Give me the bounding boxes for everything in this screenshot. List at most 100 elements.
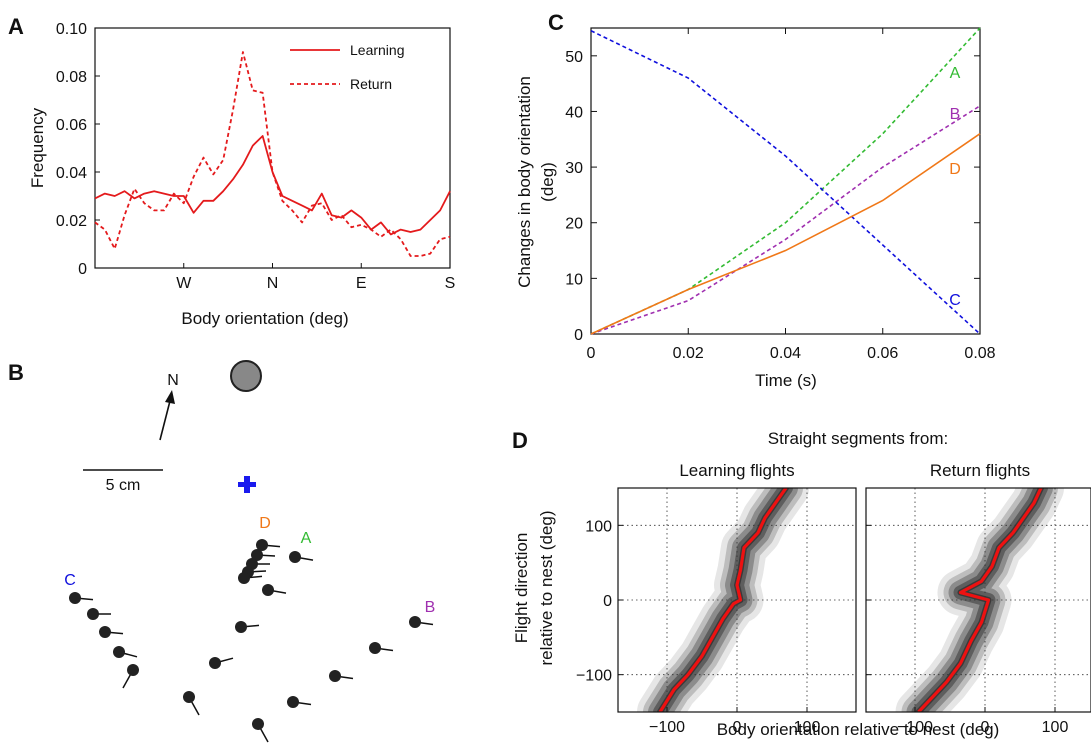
north-arrow-head-icon [165,390,175,404]
bee-position [209,657,221,669]
nest-cross-icon [238,476,256,493]
subplot-return: −100 0 100 [865,487,1091,736]
series-label-a: A [950,65,961,82]
x-tick-label: 0 [981,719,990,736]
panel-a-y-ticks: 0 0.02 0.04 0.06 0.08 0.10 [56,21,100,278]
series-label-c: C [949,292,961,309]
y-tick-label: 0.06 [56,117,87,134]
panel-c-x-ticks: 0 0.02 0.04 0.06 0.08 [587,28,996,362]
bee-position [369,642,381,654]
panel-b-label: B [8,360,24,385]
bee-position [235,621,247,633]
y-tick-label: 100 [585,518,612,535]
north-arrow [159,396,172,441]
bee-position [69,592,81,604]
contour-group [618,488,856,712]
panel-a-ylabel: Frequency [28,107,47,188]
bee-position [409,616,421,628]
x-tick-label: −100 [649,719,685,736]
bee-position [113,646,125,658]
panel-b-trajectories [69,539,434,743]
y-tick-label: 10 [565,271,583,288]
y-tick-label: 40 [565,104,583,121]
trajectory-label-b: B [425,599,436,616]
landmark-cylinder [230,360,262,392]
panel-c-y-ticks: 0 10 20 30 40 50 [565,49,980,344]
x-tick-label: N [267,275,279,292]
panel-d-label: D [512,428,528,453]
panel-a-legend: Learning Return [290,42,405,92]
x-tick-label: 0 [587,345,596,362]
series-line-d [590,133,981,335]
panel-b: B N 5 cm C D A B [8,360,436,743]
y-tick-label: 0.10 [56,21,87,38]
panel-c-xlabel: Time (s) [755,371,817,390]
y-tick-label: 0.02 [56,213,87,230]
panel-a-lines [94,51,451,257]
x-tick-label: −100 [897,719,933,736]
bee-position [127,664,139,676]
series-line-a [590,27,981,335]
bee-position [256,539,268,551]
subplot-learning: −100 0 100 −100 0 100 [576,487,857,736]
panel-c-lines [590,27,981,335]
trajectory-label-a: A [301,530,312,547]
bee-position [99,626,111,638]
panel-d: D Straight segments from: Learning fligh… [512,428,1091,739]
series-line-return [94,51,451,257]
y-tick-label: 0 [603,593,612,610]
north-label: N [167,372,179,389]
panel-d-ylabel-line2: relative to nest (deg) [537,511,556,666]
y-tick-label: 50 [565,49,583,66]
legend-return-label: Return [350,76,392,92]
y-tick-label: 0.08 [56,69,87,86]
y-tick-label: 0 [574,327,583,344]
series-line-c [590,30,981,335]
x-tick-label: 100 [794,719,821,736]
panel-d-xlabel: Body orientation relative to nest (deg) [717,720,1000,739]
scalebar-label: 5 cm [106,477,141,494]
panel-a: A 0 0.02 0.04 0.06 0.08 0.10 W N E S Learning Re… [8,14,455,328]
series-line-learning [94,135,451,236]
bee-position [183,691,195,703]
panel-c-ylabel-line1: Changes in body orientation [515,76,534,288]
panel-d-ylabel-line1: Flight direction [512,533,531,644]
y-tick-label: −100 [576,668,612,685]
bee-position [262,584,274,596]
bee-position [87,608,99,620]
panel-d-title-learning: Learning flights [679,461,794,480]
y-tick-label: 0.04 [56,165,87,182]
x-tick-label: E [356,275,367,292]
panel-c-frame [590,27,981,335]
panel-a-label: A [8,14,24,39]
panel-d-subplots: −100 0 100 −100 0 100 −100 0 100 [576,487,1091,736]
x-tick-label: 0.08 [964,345,995,362]
legend-learning-label: Learning [350,42,405,58]
contour-group [866,488,1091,712]
bee-position [252,718,264,730]
x-tick-label: 0.02 [673,345,704,362]
x-tick-label: 100 [1042,719,1069,736]
series-label-d: D [949,161,961,178]
x-tick-label: 0.04 [770,345,801,362]
series-label-b: B [950,106,961,123]
y-tick-label: 20 [565,216,583,233]
y-tick-label: 30 [565,160,583,177]
bee-position [238,572,250,584]
bee-position [329,670,341,682]
panel-d-header: Straight segments from: [768,429,948,448]
panel-c-label: C [548,10,564,35]
panel-a-xlabel: Body orientation (deg) [181,309,348,328]
panel-d-title-return: Return flights [930,461,1030,480]
bee-position [287,696,299,708]
bee-position [251,549,263,561]
x-tick-label: W [176,275,192,292]
x-tick-label: 0 [733,719,742,736]
series-line-b [590,105,981,335]
trajectory-label-d: D [259,515,271,532]
trajectory-label-c: C [64,572,76,589]
x-tick-label: S [445,275,456,292]
x-tick-label: 0.06 [867,345,898,362]
